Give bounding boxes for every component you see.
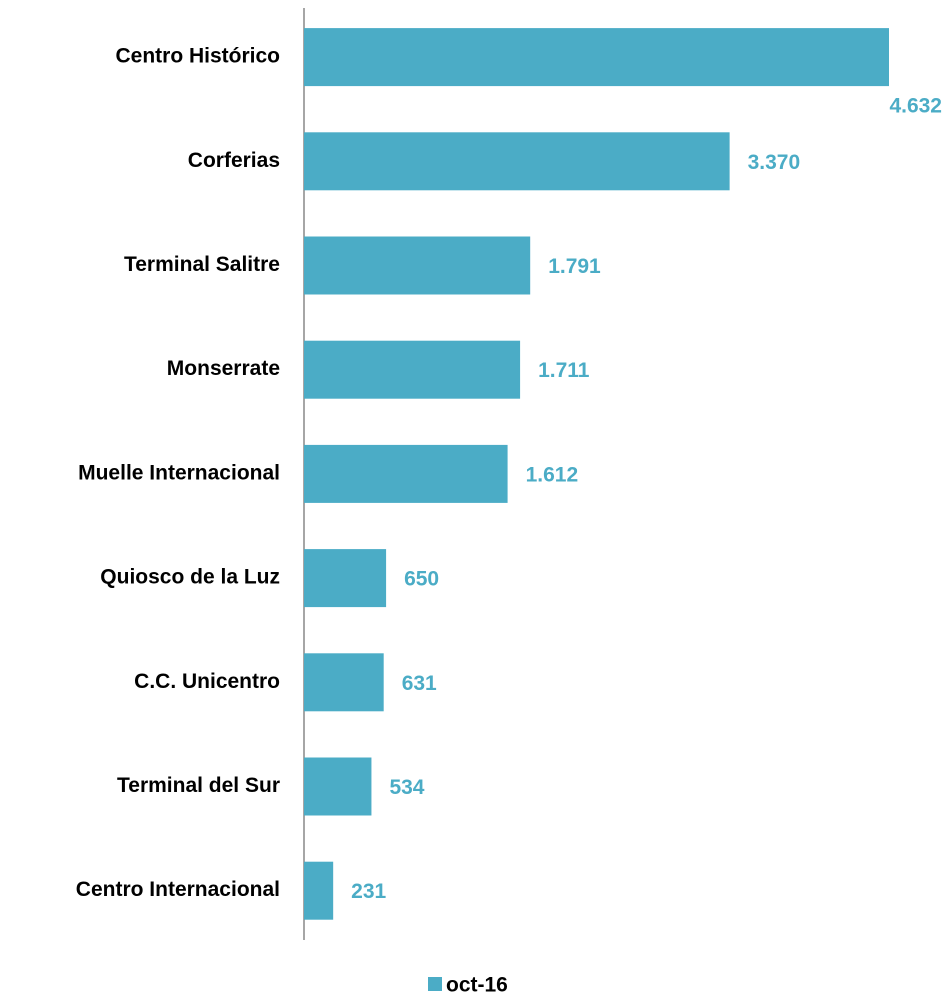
y-tick-label: Terminal del Sur <box>117 774 280 797</box>
bar <box>304 236 531 295</box>
bar <box>304 28 889 87</box>
legend-swatch <box>428 977 442 991</box>
bar <box>304 861 334 920</box>
data-label: 631 <box>402 672 437 695</box>
y-tick-label: Quiosco de la Luz <box>100 566 280 589</box>
data-label: 1.711 <box>538 359 590 382</box>
y-tick-label: Centro Internacional <box>76 878 280 901</box>
bar <box>304 444 508 503</box>
data-label: 3.370 <box>748 151 801 174</box>
data-label: 534 <box>389 776 424 799</box>
bar <box>304 549 387 608</box>
y-tick-label: Muelle Internacional <box>78 461 280 484</box>
bar <box>304 757 372 816</box>
y-tick-label: Corferias <box>188 149 280 172</box>
data-label: 1.791 <box>548 255 601 278</box>
y-tick-label: Centro Histórico <box>115 45 280 68</box>
data-label: 4.632 <box>889 95 942 118</box>
bar <box>304 132 730 191</box>
y-tick-label: Monserrate <box>167 357 280 380</box>
bar <box>304 653 384 712</box>
data-label: 1.612 <box>526 463 579 486</box>
data-label: 231 <box>351 880 386 903</box>
y-tick-label: C.C. Unicentro <box>134 670 280 693</box>
y-tick-label: Terminal Salitre <box>124 253 280 276</box>
bar <box>304 340 521 399</box>
data-label: 650 <box>404 568 439 591</box>
legend-label: oct-16 <box>446 974 508 997</box>
